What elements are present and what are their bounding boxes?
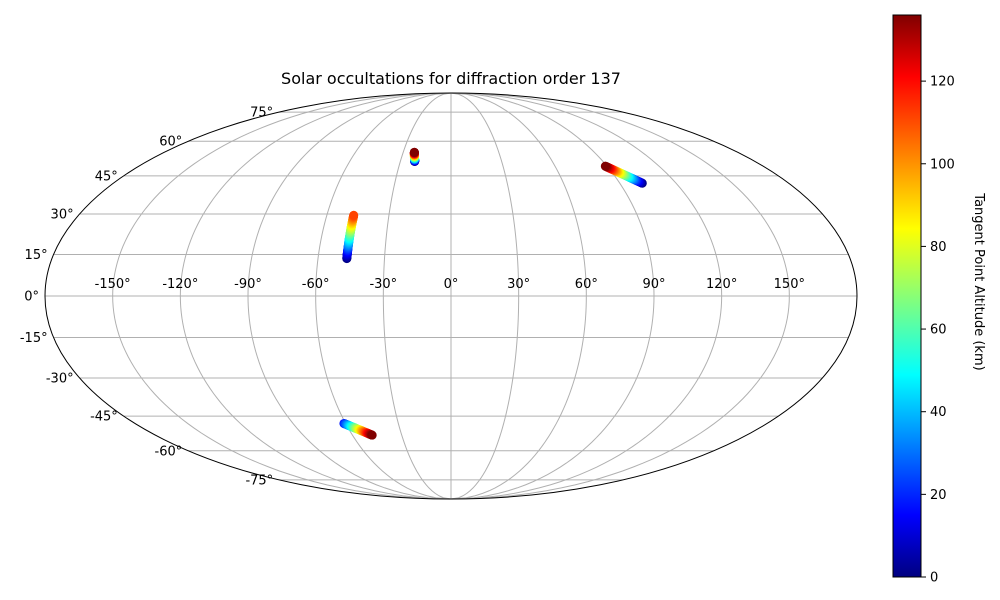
longitude-labels: -150° -120° -90° -60° -30° 0° 30° 60° 90° 120° 150… [95, 277, 805, 292]
longitude-tick-label: 90° [642, 277, 665, 292]
chart-title: Solar occultations for diffraction order… [281, 69, 621, 88]
latitude-tick-label: -30° [46, 372, 74, 387]
longitude-tick-label: -30° [369, 277, 397, 292]
latitude-tick-label: 75° [250, 106, 273, 121]
occultation-track [409, 147, 420, 166]
colorbar-label: Tangent Point Altitude (km) [971, 192, 986, 370]
occultation-track [342, 210, 359, 264]
latitude-tick-label: 30° [51, 207, 74, 222]
latitude-tick-label: -60° [155, 444, 183, 459]
latitude-tick-label: 60° [159, 135, 182, 150]
map-outline [44, 92, 858, 500]
data-point [349, 210, 359, 220]
longitude-tick-label: 120° [706, 277, 737, 292]
longitude-tick-label: -120° [162, 277, 198, 292]
colorbar-gradient [892, 14, 922, 578]
map-area: -150° -120° -90° -60° -30° 0° 30° 60° 90° 120° 150… [20, 92, 858, 500]
colorbar-tick-label: 100 [930, 157, 955, 172]
colorbar-tick-label: 120 [930, 75, 955, 90]
colorbar-tick-label: 40 [930, 405, 947, 420]
colorbar: 0 20 40 60 80 100 120 Tangent Point Altitude (… [892, 14, 986, 586]
longitude-tick-label: 30° [507, 277, 530, 292]
colorbar-tick-label: 20 [930, 488, 947, 503]
data-tracks [339, 147, 647, 440]
latitude-tick-label: 15° [25, 248, 48, 263]
longitude-tick-label: 150° [774, 277, 805, 292]
longitude-tick-label: 60° [575, 277, 598, 292]
longitude-tick-label: -60° [302, 277, 330, 292]
longitude-tick-label: -90° [234, 277, 262, 292]
longitude-tick-label: 0° [444, 277, 459, 292]
occultation-track [600, 161, 647, 188]
data-point [409, 147, 419, 157]
occultation-track [339, 418, 377, 440]
colorbar-tick-label: 60 [930, 323, 947, 338]
latitude-tick-label: -75° [245, 473, 273, 488]
data-point [367, 430, 377, 440]
colorbar-ticks: 0 20 40 60 80 100 120 [921, 75, 955, 586]
colorbar-tick-label: 0 [930, 571, 938, 586]
colorbar-tick-label: 80 [930, 240, 947, 255]
latitude-tick-label: 0° [24, 290, 39, 305]
latitude-tick-label: 45° [95, 169, 118, 184]
latitude-tick-label: -45° [90, 410, 118, 425]
latitude-tick-label: -15° [20, 331, 48, 346]
graticule [45, 93, 857, 499]
latitude-labels: -75° -60° -45° -30° -15° 0° 15° 30° 45° 60° 75° [20, 106, 273, 489]
data-point [600, 161, 610, 171]
longitude-tick-label: -150° [95, 277, 131, 292]
